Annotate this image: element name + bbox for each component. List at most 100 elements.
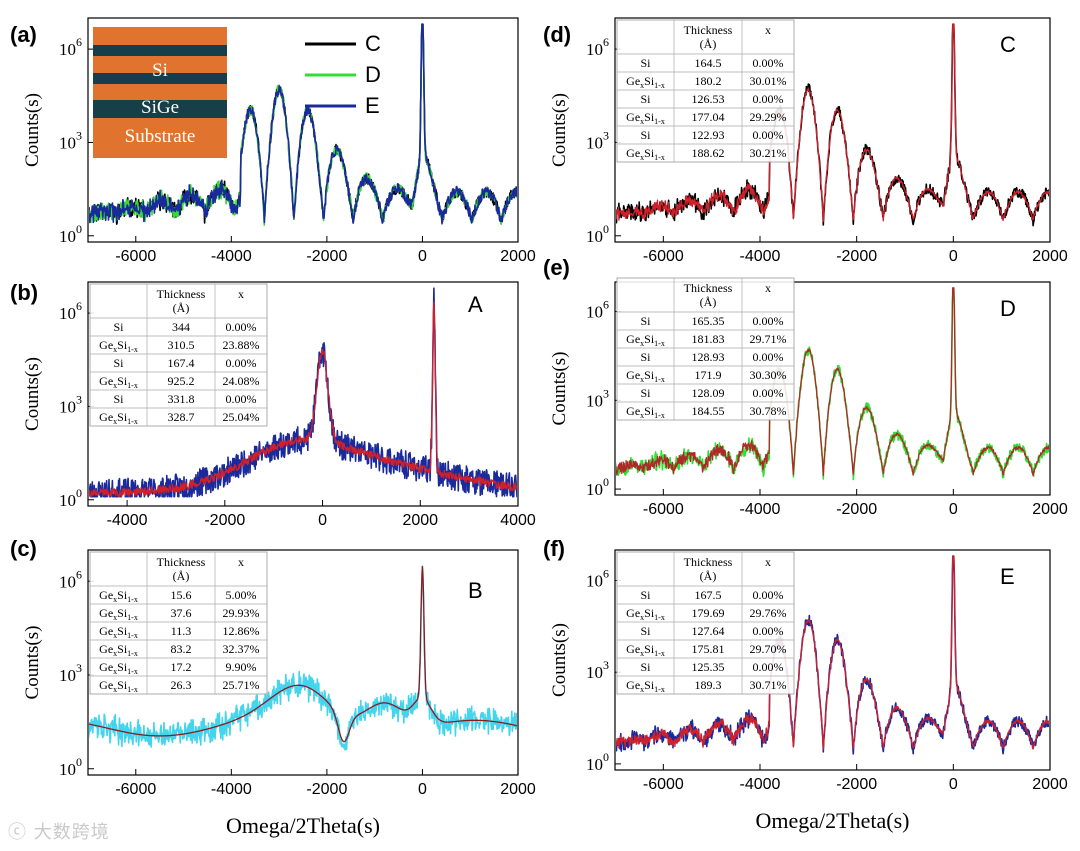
- table-cell-thickness: 128.09: [692, 386, 725, 400]
- table-cell-layer: Si: [640, 624, 651, 638]
- panel-b: (b) 100 103 106 -4000 -2000 0 2000 4000 Counts(s)…: [10, 280, 536, 529]
- layer-symbol: Ge: [626, 606, 640, 620]
- layer-sub: x: [640, 339, 644, 348]
- table-cell-layer: GexSi1-x: [626, 110, 665, 126]
- ytick-exponent: 6: [76, 567, 82, 581]
- table-cell-thickness: 177.04: [692, 110, 725, 124]
- series-line-fit: [616, 23, 1049, 223]
- ytick-exponent: 3: [603, 128, 609, 142]
- ylabel: Counts(s): [549, 623, 570, 697]
- layer-symbol: Si: [640, 386, 651, 400]
- inset-label-substrate: Substrate: [125, 126, 196, 147]
- layer-symbol: Ge: [99, 678, 113, 692]
- layer-sub: x: [640, 153, 644, 162]
- layer-symbol: Ge: [99, 642, 113, 656]
- table-cell-thickness: 122.93: [692, 128, 725, 142]
- table-header-thickness: Thickness: [157, 555, 206, 569]
- layer-symbol: Si: [117, 606, 128, 620]
- panel-annotation: D: [1000, 296, 1016, 321]
- ytick-label: 103: [59, 128, 82, 152]
- xtick-label: -6000: [643, 501, 684, 518]
- layer-symbol: Ge: [626, 332, 640, 346]
- table-cell-layer: GexSi1-x: [626, 642, 665, 658]
- layer-sub: x: [113, 613, 117, 622]
- layer-symbol: Ge: [99, 374, 113, 388]
- table-cell-layer: GexSi1-x: [626, 606, 665, 622]
- layer-sub: x: [113, 417, 117, 426]
- table-cell-thickness: 83.2: [171, 642, 192, 656]
- xtick-label: -4000: [740, 501, 781, 518]
- layer-sub: x: [640, 613, 644, 622]
- xtick-label: 2000: [1032, 248, 1068, 265]
- table-cell-layer: GexSi1-x: [99, 642, 138, 658]
- ytick-exponent: 6: [76, 299, 82, 313]
- table-cell-thickness: 344: [172, 320, 190, 334]
- table-header-thickness: Thickness: [684, 23, 733, 37]
- xtick-label: 0: [949, 501, 958, 518]
- ytick-exponent: 0: [603, 222, 609, 236]
- inset-band: [93, 45, 227, 56]
- ytick-exponent: 0: [76, 755, 82, 769]
- layer-symbol: Ge: [99, 660, 113, 674]
- inset-band: [93, 27, 227, 45]
- layer-symbol: Si: [113, 392, 124, 406]
- table-cell-layer: Si: [640, 660, 651, 674]
- layer-symbol: Si: [117, 374, 128, 388]
- watermark: ⓒ 大数跨境: [8, 818, 110, 844]
- panel-annotation: B: [468, 578, 483, 603]
- xlabel: Omega/2Theta(s): [756, 808, 910, 833]
- axes-frame: [614, 281, 1051, 496]
- layer-sub: 1-x: [654, 375, 665, 384]
- layer-sub: x: [113, 667, 117, 676]
- table-cell-layer: GexSi1-x: [99, 338, 138, 354]
- xtick-label: -2000: [836, 248, 877, 265]
- layer-symbol: Si: [644, 74, 655, 88]
- table-header-x: x: [238, 555, 244, 569]
- layer-sub: x: [640, 117, 644, 126]
- layer-sub: 1-x: [654, 81, 665, 90]
- layer-sub: 1-x: [654, 153, 665, 162]
- layer-symbol: Si: [644, 368, 655, 382]
- panel-label: (a): [10, 22, 37, 47]
- xtick-label: -2000: [306, 781, 347, 798]
- inset-band: [93, 56, 227, 73]
- table-header-thickness: Thickness: [157, 287, 206, 301]
- table-cell-x: 0.00%: [753, 128, 784, 142]
- layer-sub: 1-x: [127, 613, 138, 622]
- table-cell-thickness: 331.8: [168, 392, 195, 406]
- layer-symbol: Ge: [626, 146, 640, 160]
- legend-label: C: [365, 31, 381, 56]
- table-cell-layer: Si: [640, 314, 651, 328]
- xtick-label: 0: [949, 776, 958, 793]
- series-line-e: [89, 23, 517, 225]
- layer-sub: 1-x: [654, 339, 665, 348]
- panel-annotation: A: [468, 292, 483, 317]
- panel-label: (d): [543, 22, 571, 47]
- inset-band: [93, 118, 227, 158]
- inset-band: [93, 100, 227, 118]
- table-cell-layer: Si: [640, 386, 651, 400]
- ytick-exponent: 3: [76, 661, 82, 675]
- layer-symbol: Si: [640, 588, 651, 602]
- table-cell-layer: GexSi1-x: [99, 678, 138, 694]
- table-cell-layer: Si: [640, 588, 651, 602]
- ytick-label: 100: [59, 222, 82, 246]
- panel-label: (e): [543, 255, 570, 280]
- layer-symbol: Si: [640, 92, 651, 106]
- table-cell-thickness: 15.6: [171, 588, 192, 602]
- table-cell-thickness: 175.81: [692, 642, 725, 656]
- ytick-exponent: 6: [603, 35, 609, 49]
- ytick-label: 106: [586, 298, 609, 322]
- ytick-exponent: 0: [76, 222, 82, 236]
- ytick-exponent: 6: [603, 567, 609, 581]
- table-cell-thickness: 179.69: [692, 606, 725, 620]
- xtick-label: 0: [949, 248, 958, 265]
- table-bg: [616, 277, 795, 421]
- table-header-unit: (Å): [700, 569, 717, 583]
- layer-sub: x: [640, 81, 644, 90]
- ytick-label: 106: [59, 299, 82, 323]
- legend-label: D: [365, 62, 381, 87]
- table-cell-x: 0.00%: [753, 350, 784, 364]
- table-cell-layer: GexSi1-x: [626, 404, 665, 420]
